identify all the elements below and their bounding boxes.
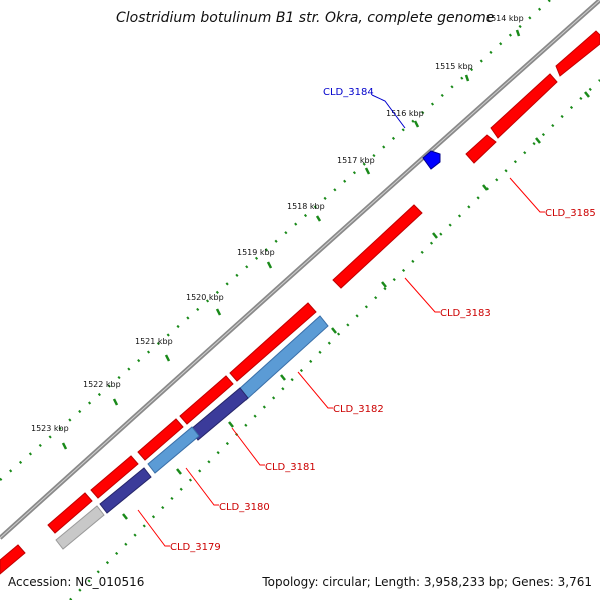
tick-label: 1521 kbp: [135, 337, 173, 346]
tick-label: 1519 kbp: [237, 248, 275, 257]
major-tick: [464, 74, 470, 82]
leader-cld-3182: [297, 371, 333, 409]
gene-cld-3185-c[interactable]: [465, 134, 497, 164]
gene-cld-3184[interactable]: [422, 150, 441, 170]
major-tick: [331, 327, 337, 334]
gene-label-cld-3182[interactable]: CLD_3182: [333, 404, 384, 415]
major-tick: [535, 137, 541, 144]
cds-dark-3180[interactable]: [99, 467, 152, 514]
gene-cld-3185-b[interactable]: [490, 73, 558, 139]
outer-major-ticks: [61, 29, 521, 450]
outer-tick-track: [0, 0, 551, 481]
map-title: Clostridium botulinum B1 str. Okra, comp…: [116, 10, 494, 26]
gene-cld-3181-red[interactable]: [179, 375, 234, 425]
tick-label: 1518 kbp: [287, 202, 325, 211]
gene-cld-3177-red[interactable]: [0, 544, 26, 575]
forward-gene-track: [0, 30, 600, 575]
major-tick: [164, 354, 171, 362]
major-tick: [482, 184, 488, 191]
cds-light-3181[interactable]: [147, 426, 200, 474]
major-tick: [315, 215, 322, 222]
tick-label: 1517 kbp: [337, 156, 375, 165]
major-tick: [364, 167, 371, 175]
gene-cld-3180-red[interactable]: [137, 418, 184, 461]
major-tick: [122, 513, 128, 520]
major-tick: [228, 421, 234, 428]
major-tick: [381, 281, 387, 288]
tick-label: 1514 kbp: [486, 14, 524, 23]
gene-label-cld-3183[interactable]: CLD_3183: [440, 308, 491, 319]
genome-summary-text: Topology: circular; Length: 3,958,233 bp…: [261, 575, 592, 589]
major-tick: [413, 120, 420, 128]
leader-cld-3183: [404, 277, 440, 313]
genome-backbone-highlight: [0, 0, 600, 539]
gene-label-cld-3184[interactable]: CLD_3184: [323, 87, 374, 98]
major-tick: [266, 261, 273, 269]
tick-label: 1523 kbp: [31, 424, 69, 433]
cds-track: [55, 315, 329, 550]
leader-cld-3181: [231, 427, 265, 466]
major-tick: [176, 468, 182, 475]
gene-cld-3185-a[interactable]: [555, 30, 600, 77]
gene-label-cld-3180[interactable]: CLD_3180: [219, 502, 270, 513]
tick-label: 1516 kbp: [386, 109, 424, 118]
leader-cld-3185: [509, 177, 545, 213]
gene-cld-3182[interactable]: [229, 302, 317, 382]
gene-label-cld-3181[interactable]: CLD_3181: [265, 462, 316, 473]
cds-gray-3179[interactable]: [55, 505, 105, 550]
tick-label: 1515 kbp: [435, 62, 473, 71]
gene-cld-3183[interactable]: [332, 204, 423, 289]
gene-label-cld-3179[interactable]: CLD_3179: [170, 542, 221, 553]
leader-cld-3179: [137, 509, 170, 547]
tick-label: 1520 kbp: [186, 293, 224, 302]
leader-cld-3180: [185, 467, 219, 506]
major-tick: [61, 442, 68, 450]
gene-cld-3179-red[interactable]: [90, 455, 139, 499]
major-tick: [515, 29, 521, 37]
gene-label-cld-3185[interactable]: CLD_3185: [545, 208, 596, 219]
leader-lines: [137, 94, 545, 547]
major-tick: [432, 232, 438, 239]
major-tick: [584, 91, 590, 98]
tick-labels: 1514 kbp 1515 kbp 1516 kbp 1517 kbp 1518…: [31, 14, 524, 433]
accession-text: Accession: NC_010516: [8, 575, 144, 589]
inner-tick-track: [69, 79, 600, 600]
major-tick: [112, 398, 119, 406]
inner-major-ticks: [122, 91, 590, 520]
gene-cld-3178-red[interactable]: [47, 492, 93, 534]
major-tick: [215, 308, 222, 316]
major-tick: [280, 374, 286, 381]
tick-label: 1522 kbp: [83, 380, 121, 389]
gene-labels: CLD_3184 CLD_3185 CLD_3183 CLD_3182 CLD_…: [170, 87, 596, 553]
leader-cld-3184: [371, 94, 406, 129]
